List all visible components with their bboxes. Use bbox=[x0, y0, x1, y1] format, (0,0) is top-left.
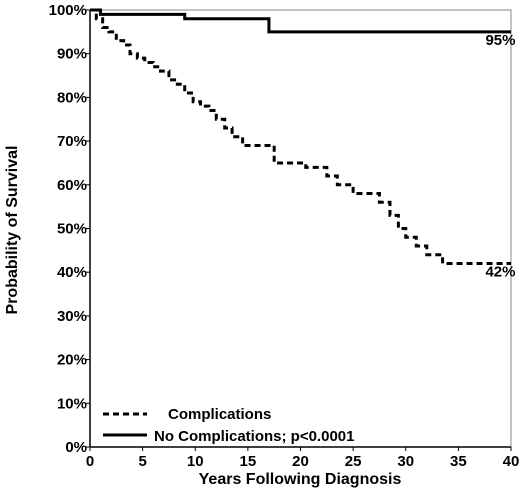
x-tick-label: 15 bbox=[240, 453, 257, 470]
y-tick-label: 10% bbox=[57, 395, 87, 412]
y-tick-label: 50% bbox=[57, 221, 87, 238]
x-tick-label: 10 bbox=[187, 453, 204, 470]
series-line-no-complications bbox=[90, 8, 511, 34]
y-tick-label: 100% bbox=[49, 2, 87, 19]
y-tick-label: 70% bbox=[57, 133, 87, 150]
series-line-complications bbox=[90, 8, 511, 265]
y-tick-label: 0% bbox=[65, 439, 87, 456]
annotation-layer: 95% 42% bbox=[485, 32, 515, 281]
annotation-label: 42% bbox=[485, 264, 515, 281]
y-tick-label: 20% bbox=[57, 352, 87, 369]
series-layer bbox=[90, 8, 511, 265]
y-axis-label: Probability of Survival bbox=[4, 146, 21, 315]
plot-frame bbox=[89, 9, 512, 448]
y-axis-ticks: 0% 10% 20% 30% 40% 50% 60% 70% 80% 90% 100% bbox=[49, 2, 90, 456]
legend-label-complications: Complications bbox=[168, 406, 271, 423]
x-axis-label: Years Following Diagnosis bbox=[199, 471, 402, 488]
x-tick-label: 35 bbox=[450, 453, 467, 470]
plot-border bbox=[89, 9, 512, 448]
y-tick-label: 40% bbox=[57, 264, 87, 281]
y-tick-label: 60% bbox=[57, 177, 87, 194]
x-tick-label: 0 bbox=[86, 453, 94, 470]
legend: Complications No Complications; p<0.0001 bbox=[103, 406, 354, 445]
annotation-label: 95% bbox=[485, 32, 515, 49]
x-tick-label: 5 bbox=[138, 453, 146, 470]
legend-label-no-complications: No Complications; p<0.0001 bbox=[154, 428, 354, 445]
y-tick-label: 90% bbox=[57, 46, 87, 63]
x-tick-label: 20 bbox=[292, 453, 309, 470]
x-tick-label: 25 bbox=[345, 453, 362, 470]
y-tick-label: 80% bbox=[57, 89, 87, 106]
x-axis-ticks: 0 5 10 15 20 25 30 35 40 bbox=[86, 447, 520, 470]
y-tick-label: 30% bbox=[57, 308, 87, 325]
x-tick-label: 30 bbox=[397, 453, 414, 470]
x-tick-label: 40 bbox=[503, 453, 520, 470]
